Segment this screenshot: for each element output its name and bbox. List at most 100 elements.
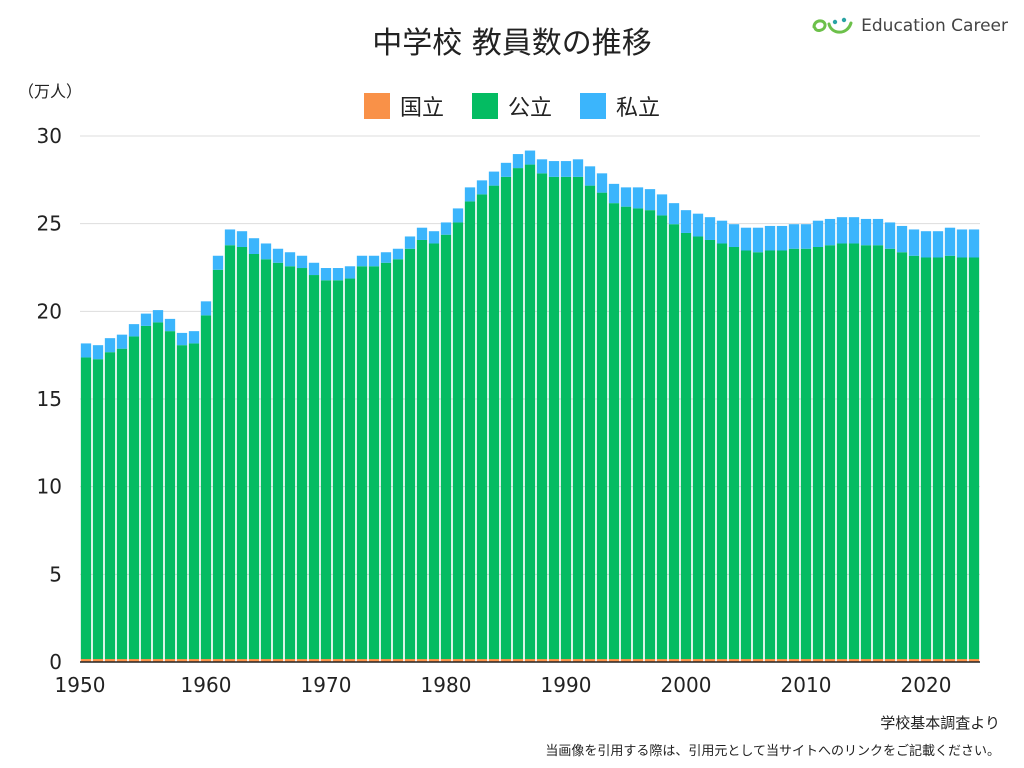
bar-national [464, 659, 476, 662]
bar-private [260, 243, 272, 260]
bar-private [164, 318, 176, 332]
bar-private [464, 187, 476, 202]
x-tick-label: 1960 [181, 673, 232, 697]
bar-public [320, 280, 332, 660]
bar-private [476, 180, 488, 195]
bar-national [644, 659, 656, 662]
source-note: 学校基本調査より [880, 714, 1000, 732]
bar-public [476, 194, 488, 660]
bar-private [968, 229, 980, 258]
bar-national [92, 659, 104, 662]
x-tick-label: 1990 [541, 673, 592, 697]
bar-private [788, 224, 800, 249]
bar-private [200, 301, 212, 316]
bar-national [860, 659, 872, 662]
chart-title: 中学校 教員数の推移 [372, 26, 652, 61]
bar-national [812, 659, 824, 662]
bar-national [776, 659, 788, 662]
bar-private [692, 213, 704, 237]
bar-private [440, 222, 452, 235]
bar-private [596, 173, 608, 193]
bar-private [656, 194, 668, 216]
bar-private [152, 310, 164, 323]
bar-private [536, 159, 548, 174]
bar-public [140, 325, 152, 660]
bar-public [896, 252, 908, 660]
bar-national [476, 659, 488, 662]
bar-public [908, 255, 920, 660]
bar-national [848, 659, 860, 662]
bar-national [584, 659, 596, 662]
bar-national [272, 659, 284, 662]
bar-private [356, 255, 368, 267]
bar-national [104, 659, 116, 662]
bar-public [104, 352, 116, 660]
bar-private [104, 338, 116, 353]
bar-private [908, 229, 920, 256]
bar-public [548, 176, 560, 660]
bar-private [836, 217, 848, 244]
bar-private [824, 218, 836, 246]
bar-private [944, 227, 956, 256]
bar-private [800, 224, 812, 249]
bar-private [704, 217, 716, 240]
bar-public [332, 280, 344, 660]
bar-private [320, 268, 332, 281]
bar-private [380, 252, 392, 263]
citation-note: 当画像を引用する際は、引用元として当サイトへのリンクをご記載ください。 [545, 744, 1000, 759]
bar-national [452, 659, 464, 662]
bar-private [248, 238, 260, 254]
bar-public [728, 246, 740, 660]
bar-national [740, 659, 752, 662]
bar-national [188, 659, 200, 662]
bar-public [596, 192, 608, 660]
brand-logo: Education Career [811, 14, 1008, 38]
bar-private [344, 266, 356, 279]
bar-national [248, 659, 260, 662]
bar-private [860, 218, 872, 246]
smile-logo-icon [812, 17, 853, 34]
bar-national [884, 659, 896, 662]
bar-public [500, 176, 512, 660]
bar-national [368, 659, 380, 662]
bar-national [284, 659, 296, 662]
bar-private [728, 224, 740, 247]
bar-public [152, 322, 164, 660]
bar-private [428, 231, 440, 244]
bar-public [788, 248, 800, 660]
bar-private [572, 159, 584, 177]
bar-public [164, 331, 176, 660]
bar-private [296, 255, 308, 269]
bar-national [548, 659, 560, 662]
bar-public [716, 243, 728, 660]
bar-national [116, 659, 128, 662]
x-tick-label: 2010 [781, 673, 832, 697]
bar-national [692, 659, 704, 662]
bar-national [560, 659, 572, 662]
x-tick-label: 2000 [661, 673, 712, 697]
bar-public [608, 203, 620, 660]
bar-national [200, 659, 212, 662]
bar-national [176, 659, 188, 662]
bar-public [224, 245, 236, 660]
bar-national [392, 659, 404, 662]
bar-public [404, 248, 416, 660]
bar-public [776, 250, 788, 660]
bar-public [284, 266, 296, 660]
bar-national [224, 659, 236, 662]
bar-private [668, 203, 680, 225]
legend-item-public: 公立 [471, 90, 552, 122]
bar-private [932, 231, 944, 258]
bar-public [344, 278, 356, 660]
bar-private [368, 255, 380, 267]
bar-public [836, 243, 848, 660]
bar-private [884, 222, 896, 249]
bar-private [140, 313, 152, 326]
bar-public [200, 315, 212, 660]
bar-national [944, 659, 956, 662]
bar-national [872, 659, 884, 662]
bar-national [968, 659, 980, 662]
bar-national [536, 659, 548, 662]
y-tick-label: 30 [37, 124, 62, 148]
bar-public [212, 269, 224, 660]
